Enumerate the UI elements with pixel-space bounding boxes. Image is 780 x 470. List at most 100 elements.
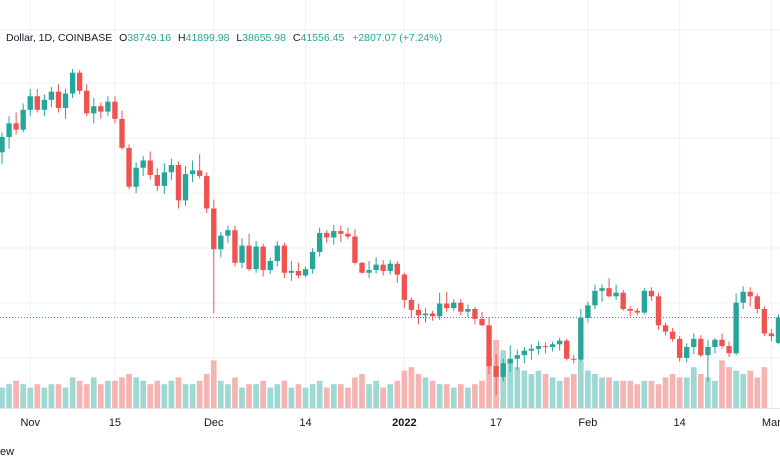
candle [451,299,457,311]
volume-bar [592,374,598,408]
volume-bar [274,384,281,408]
candle-body [528,348,535,351]
volume-bar [323,387,330,408]
volume-bar [119,377,125,408]
candle-body [274,245,280,261]
candle-body [76,72,83,91]
candle-body [119,118,125,148]
candle-body [627,308,633,311]
volume-bar [683,377,690,408]
candle [578,308,584,362]
candle-body [564,340,570,359]
candle-body [740,291,746,303]
candle-body [761,308,768,334]
candle-body [613,292,619,297]
volume-bar [690,367,697,408]
x-tick-label: Dec [203,417,224,429]
candle [436,292,443,320]
candle [204,172,210,214]
candle [331,224,337,245]
candle-body [691,338,697,348]
volume-bar [415,374,422,408]
x-tick-label: 15 [108,417,122,429]
candle-body [0,136,5,153]
volume-bar [641,380,648,408]
volume-bar [528,374,535,408]
candle [189,160,196,183]
volume-bar [55,384,62,408]
candle [98,102,104,119]
candle [373,257,379,274]
candle-body [373,264,379,271]
volume-bar [761,367,768,408]
volume-bar [281,380,288,408]
volume-bar [260,380,266,408]
candle-body [394,263,400,275]
volume-bar [20,384,26,408]
volume-bar [634,384,641,408]
candle [246,233,252,271]
candle [182,165,189,206]
volume-bar [288,387,295,408]
candle [408,297,415,319]
volume-bar [606,377,612,408]
volume-bar [182,384,189,408]
candle [684,343,690,363]
candle-body [13,123,19,130]
candle-body [669,331,676,339]
candle [500,358,506,382]
low-value: 38655.98 [242,32,286,44]
volume-bar [0,387,5,408]
candle-body [556,340,563,345]
candle-body [133,167,139,187]
volume-bar [549,377,556,408]
x-tick-label: Mar [761,417,780,429]
time-axis-divider [0,408,780,409]
candle [175,161,182,209]
candle-body [288,270,295,273]
candle [542,342,549,354]
candle [429,310,436,321]
candle-body [175,165,182,201]
candle [112,96,118,124]
candle-body [168,165,175,173]
footer-text: ew [0,446,15,458]
candle [655,292,662,330]
candle [225,225,231,243]
candle-body [486,325,492,367]
candle-body [684,347,690,358]
candle-body [458,302,464,312]
candle-body [472,308,478,319]
volume-bar [465,387,471,408]
candle-body [225,230,231,236]
candle-body [253,246,259,270]
volume-bar [90,377,97,408]
volume-bar [366,384,372,408]
candle [239,238,245,269]
candle [211,199,217,314]
candle-body [634,310,640,313]
candle-body [599,288,605,291]
candle-body [41,99,48,110]
candle-body [585,305,591,319]
candle-body [655,296,662,326]
candle [91,98,97,124]
candle [571,355,577,364]
symbol-label[interactable]: Dollar, 1D, COINBASE [6,32,113,44]
volume-bar [655,384,662,408]
candle [662,322,669,336]
candle-body [352,236,358,263]
candle-body [140,160,146,168]
volume-bar [168,380,175,408]
volume-series [0,340,768,408]
candle [281,242,288,279]
x-tick-label: 14 [299,417,312,429]
candle [345,227,351,240]
candle [13,112,19,135]
candle [267,257,273,274]
candle-body [698,338,704,356]
candle-body [161,172,168,186]
candle [394,261,400,283]
candle-body [493,366,499,377]
